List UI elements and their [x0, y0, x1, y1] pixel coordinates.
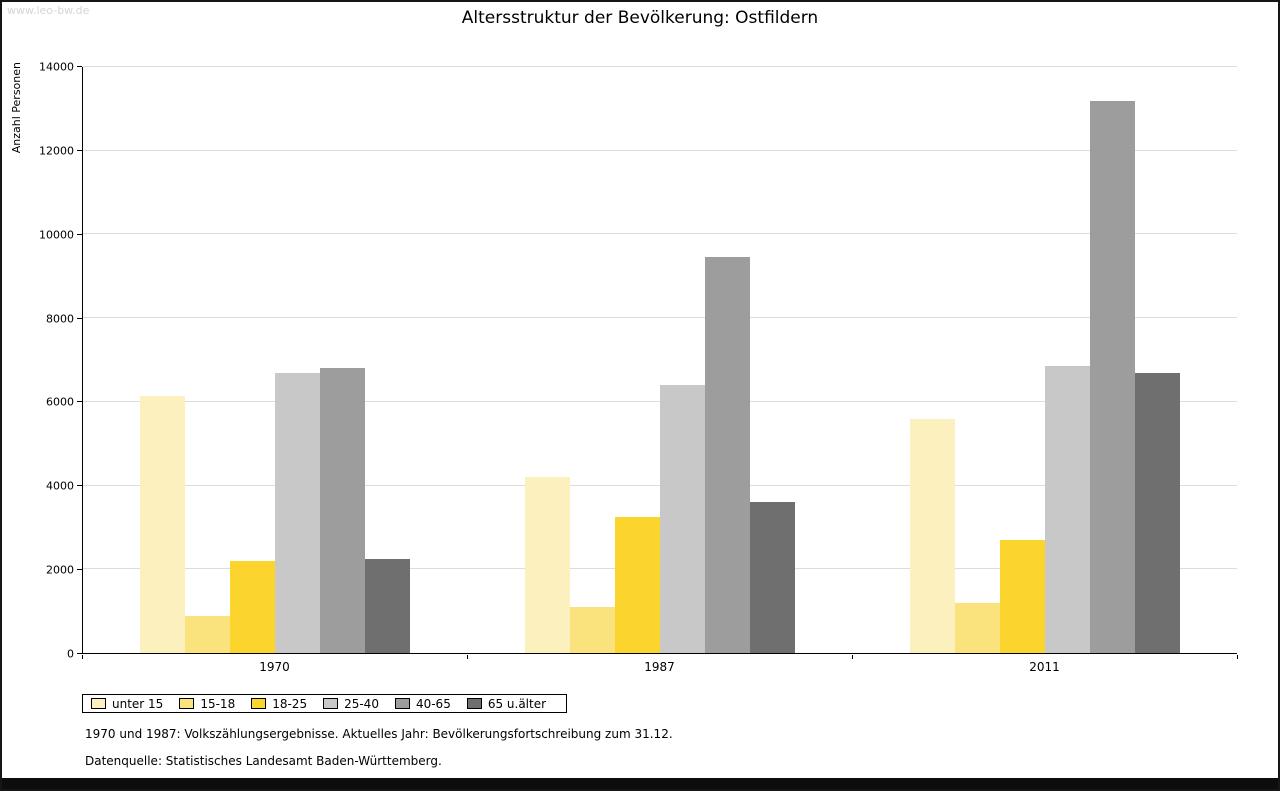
y-tick-mark [77, 485, 82, 487]
x-axis-label-2011: 2011 [1029, 660, 1060, 674]
gridline [83, 233, 1237, 235]
x-axis-tick-marks [82, 655, 1238, 660]
x-tick-mark [467, 655, 468, 659]
footnotes: 1970 und 1987: Volkszählungsergebnisse. … [85, 727, 673, 781]
x-axis-label-1987: 1987 [644, 660, 675, 674]
bar-2011-65-u.älter [1134, 372, 1180, 653]
legend-label: 25-40 [344, 696, 379, 711]
y-tick-label: 14000 [39, 60, 74, 74]
bar-group-1987 [468, 67, 853, 653]
y-axis-tick-marks [77, 66, 82, 654]
gridline [83, 317, 1237, 319]
legend-swatch-icon [323, 698, 339, 709]
x-tick-mark [82, 655, 83, 659]
y-tick-mark [77, 149, 82, 151]
x-tick-mark [852, 655, 853, 659]
bar-2011-unter-15 [909, 418, 955, 653]
legend-label: 40-65 [415, 696, 451, 711]
legend-swatch-icon [91, 698, 106, 709]
y-tick-label: 2000 [46, 563, 74, 577]
y-tick-label: 10000 [39, 228, 74, 242]
y-tick-mark [77, 66, 82, 67]
bar-groups [83, 67, 1237, 653]
bar-1970-65-u.älter [365, 558, 411, 653]
y-tick-label: 0 [67, 647, 74, 661]
legend-item-unter-15: unter 15 [87, 697, 175, 711]
legend-item-15-18: 15-18 [175, 697, 247, 711]
bar-1970-unter-15 [140, 395, 186, 653]
legend-swatch-icon [179, 698, 195, 709]
legend-item-40-65: 40-65 [391, 697, 463, 711]
bar-2011-25-40 [1044, 366, 1090, 653]
bottom-border-bar [2, 778, 1278, 789]
y-tick-label: 4000 [46, 479, 74, 493]
gridline [83, 66, 1237, 67]
bar-1987-unter-15 [525, 477, 570, 653]
x-tick-mark [1237, 655, 1238, 659]
y-tick-mark [77, 569, 82, 571]
y-tick-label: 12000 [39, 144, 74, 158]
bar-1987-65-u.älter [750, 502, 795, 653]
legend-item-65-u.älter: 65 u.älter [463, 697, 558, 711]
bar-2011-40-65 [1089, 100, 1135, 653]
legend-label: unter 15 [112, 696, 164, 711]
legend: unter 15 15-18 18-25 25-40 40-65 65 u.älter [82, 694, 568, 713]
legend-swatch-icon [394, 698, 410, 709]
bar-2011-15-18 [954, 602, 1000, 653]
y-tick-label: 6000 [46, 395, 74, 409]
legend-swatch-icon [251, 698, 267, 709]
legend-label: 65 u.älter [487, 696, 547, 711]
y-tick-mark [77, 317, 82, 319]
x-axis-labels: 1970 1987 2011 [82, 660, 1237, 674]
bar-group-1970 [83, 67, 468, 653]
bar-group-2011 [852, 67, 1237, 653]
footnote-line: Datenquelle: Statistisches Landesamt Bad… [85, 754, 442, 768]
bar-1970-18-25 [230, 560, 276, 653]
x-axis-label-1970: 1970 [259, 660, 290, 674]
y-tick-mark [77, 401, 82, 403]
watermark-text: www.leo-bw.de [7, 4, 90, 17]
y-tick-mark [77, 653, 82, 654]
chart-title: Altersstruktur der Bevölkerung: Ostfilde… [461, 8, 819, 28]
bar-1987-15-18 [570, 606, 615, 653]
legend-label: 18-25 [272, 696, 308, 711]
gridline [83, 149, 1237, 151]
bar-2011-18-25 [999, 540, 1045, 653]
bar-1987-25-40 [660, 385, 705, 653]
bar-1987-40-65 [705, 257, 750, 653]
legend-item-18-25: 18-25 [247, 697, 319, 711]
footnote-line: 1970 und 1987: Volkszählungsergebnisse. … [85, 727, 673, 741]
plot-area [82, 66, 1237, 654]
bar-1970-15-18 [185, 616, 231, 653]
legend-item-25-40: 25-40 [319, 697, 391, 711]
bar-1970-25-40 [275, 372, 321, 653]
legend-swatch-icon [466, 698, 482, 709]
y-tick-label: 8000 [46, 312, 74, 326]
y-tick-mark [77, 233, 82, 235]
legend-label: 15-18 [200, 696, 236, 711]
bar-1987-18-25 [615, 516, 660, 653]
bar-1970-40-65 [320, 368, 366, 653]
y-axis-tick-labels: 0 2000 4000 6000 8000 10000 12000 14000 [2, 61, 74, 661]
